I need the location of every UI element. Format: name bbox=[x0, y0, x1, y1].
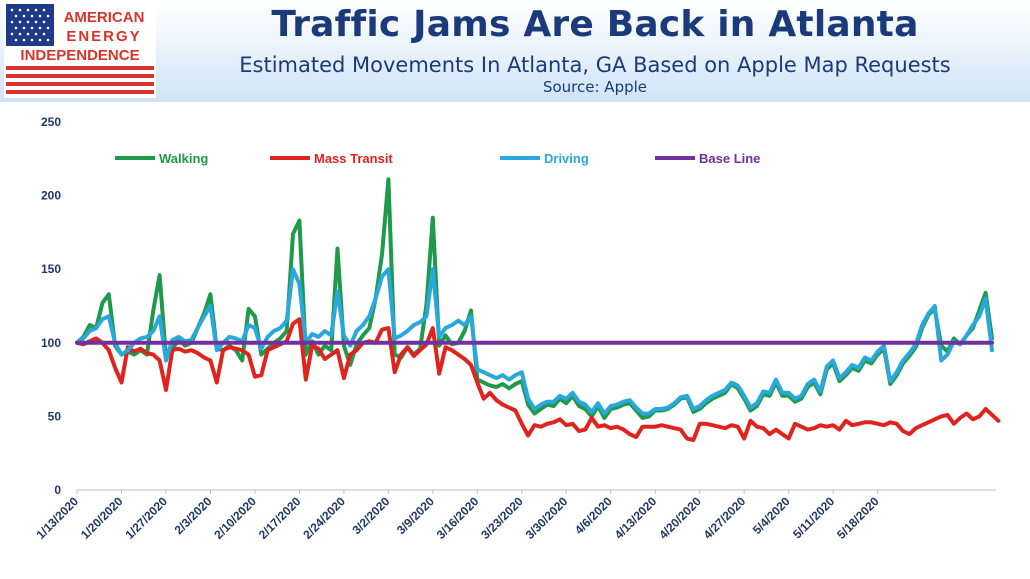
logo-line1: AMERICAN bbox=[64, 9, 145, 26]
x-tick-label: 3/23/2020 bbox=[478, 494, 526, 542]
x-tick-label: 4/13/2020 bbox=[612, 494, 660, 542]
driving-legend-label: Driving bbox=[544, 151, 589, 166]
logo-line3: INDEPENDENCE bbox=[20, 47, 139, 64]
x-tick-label: 1/27/2020 bbox=[122, 494, 170, 542]
y-axis-labels: 0 50 100 150 200 250 bbox=[41, 115, 61, 497]
source-note: Source: Apple bbox=[542, 78, 648, 96]
x-tick-label: 2/17/2020 bbox=[256, 494, 304, 542]
flag-stripes bbox=[6, 66, 154, 94]
x-tick-label: 4/20/2020 bbox=[656, 494, 704, 542]
line-chart: 0 50 100 150 200 250 1/13/20201/20/20201/27/2… bbox=[33, 115, 1001, 542]
x-tick-label: 4/27/2020 bbox=[701, 494, 749, 542]
x-tick-label: 1/20/2020 bbox=[78, 494, 126, 542]
page-title: Traffic Jams Are Back in Atlanta bbox=[271, 4, 919, 45]
driving-series-line bbox=[75, 267, 994, 416]
logo-line2: ENERGY bbox=[66, 28, 141, 45]
y-tick-label: 200 bbox=[41, 189, 61, 203]
walking-legend-label: Walking bbox=[159, 151, 208, 166]
x-tick-label: 2/24/2020 bbox=[300, 494, 348, 542]
flag-canton bbox=[6, 4, 54, 46]
y-tick-label: 150 bbox=[41, 262, 61, 276]
y-tick-label: 100 bbox=[41, 336, 61, 350]
chart-legend: Walking Mass Transit Driving Base Line bbox=[115, 151, 760, 166]
x-tick-label: 5/11/2020 bbox=[790, 494, 837, 541]
y-tick-label: 50 bbox=[48, 409, 62, 423]
mass-transit-legend-label: Mass Transit bbox=[314, 151, 393, 166]
page-subtitle: Estimated Movements In Atlanta, GA Based… bbox=[239, 53, 951, 77]
x-tick-label: 2/3/2020 bbox=[172, 494, 215, 537]
x-tick-label: 2/10/2020 bbox=[211, 494, 259, 542]
y-tick-label: 250 bbox=[41, 115, 61, 129]
x-tick-label: 3/9/2020 bbox=[394, 494, 437, 537]
x-tick-label: 3/2/2020 bbox=[350, 494, 393, 537]
x-tick-label: 5/4/2020 bbox=[750, 494, 793, 537]
y-tick-label: 0 bbox=[54, 483, 61, 497]
x-tick-label: 1/13/2020 bbox=[33, 494, 81, 542]
base-line-legend-label: Base Line bbox=[699, 151, 760, 166]
x-tick-label: 3/30/2020 bbox=[523, 494, 571, 542]
chart-lines bbox=[75, 177, 1001, 442]
x-tick-label: 5/18/2020 bbox=[834, 494, 882, 542]
mass-transit-series-line bbox=[75, 317, 1001, 442]
american-energy-independence-logo: AMERICAN ENERGY INDEPENDENCE bbox=[4, 2, 156, 98]
header-banner: AMERICAN ENERGY INDEPENDENCE Traffic Jam… bbox=[0, 0, 1030, 102]
walking-series-line bbox=[75, 177, 994, 420]
x-tick-label: 3/16/2020 bbox=[434, 494, 482, 542]
x-tick-label: 4/6/2020 bbox=[572, 494, 615, 537]
